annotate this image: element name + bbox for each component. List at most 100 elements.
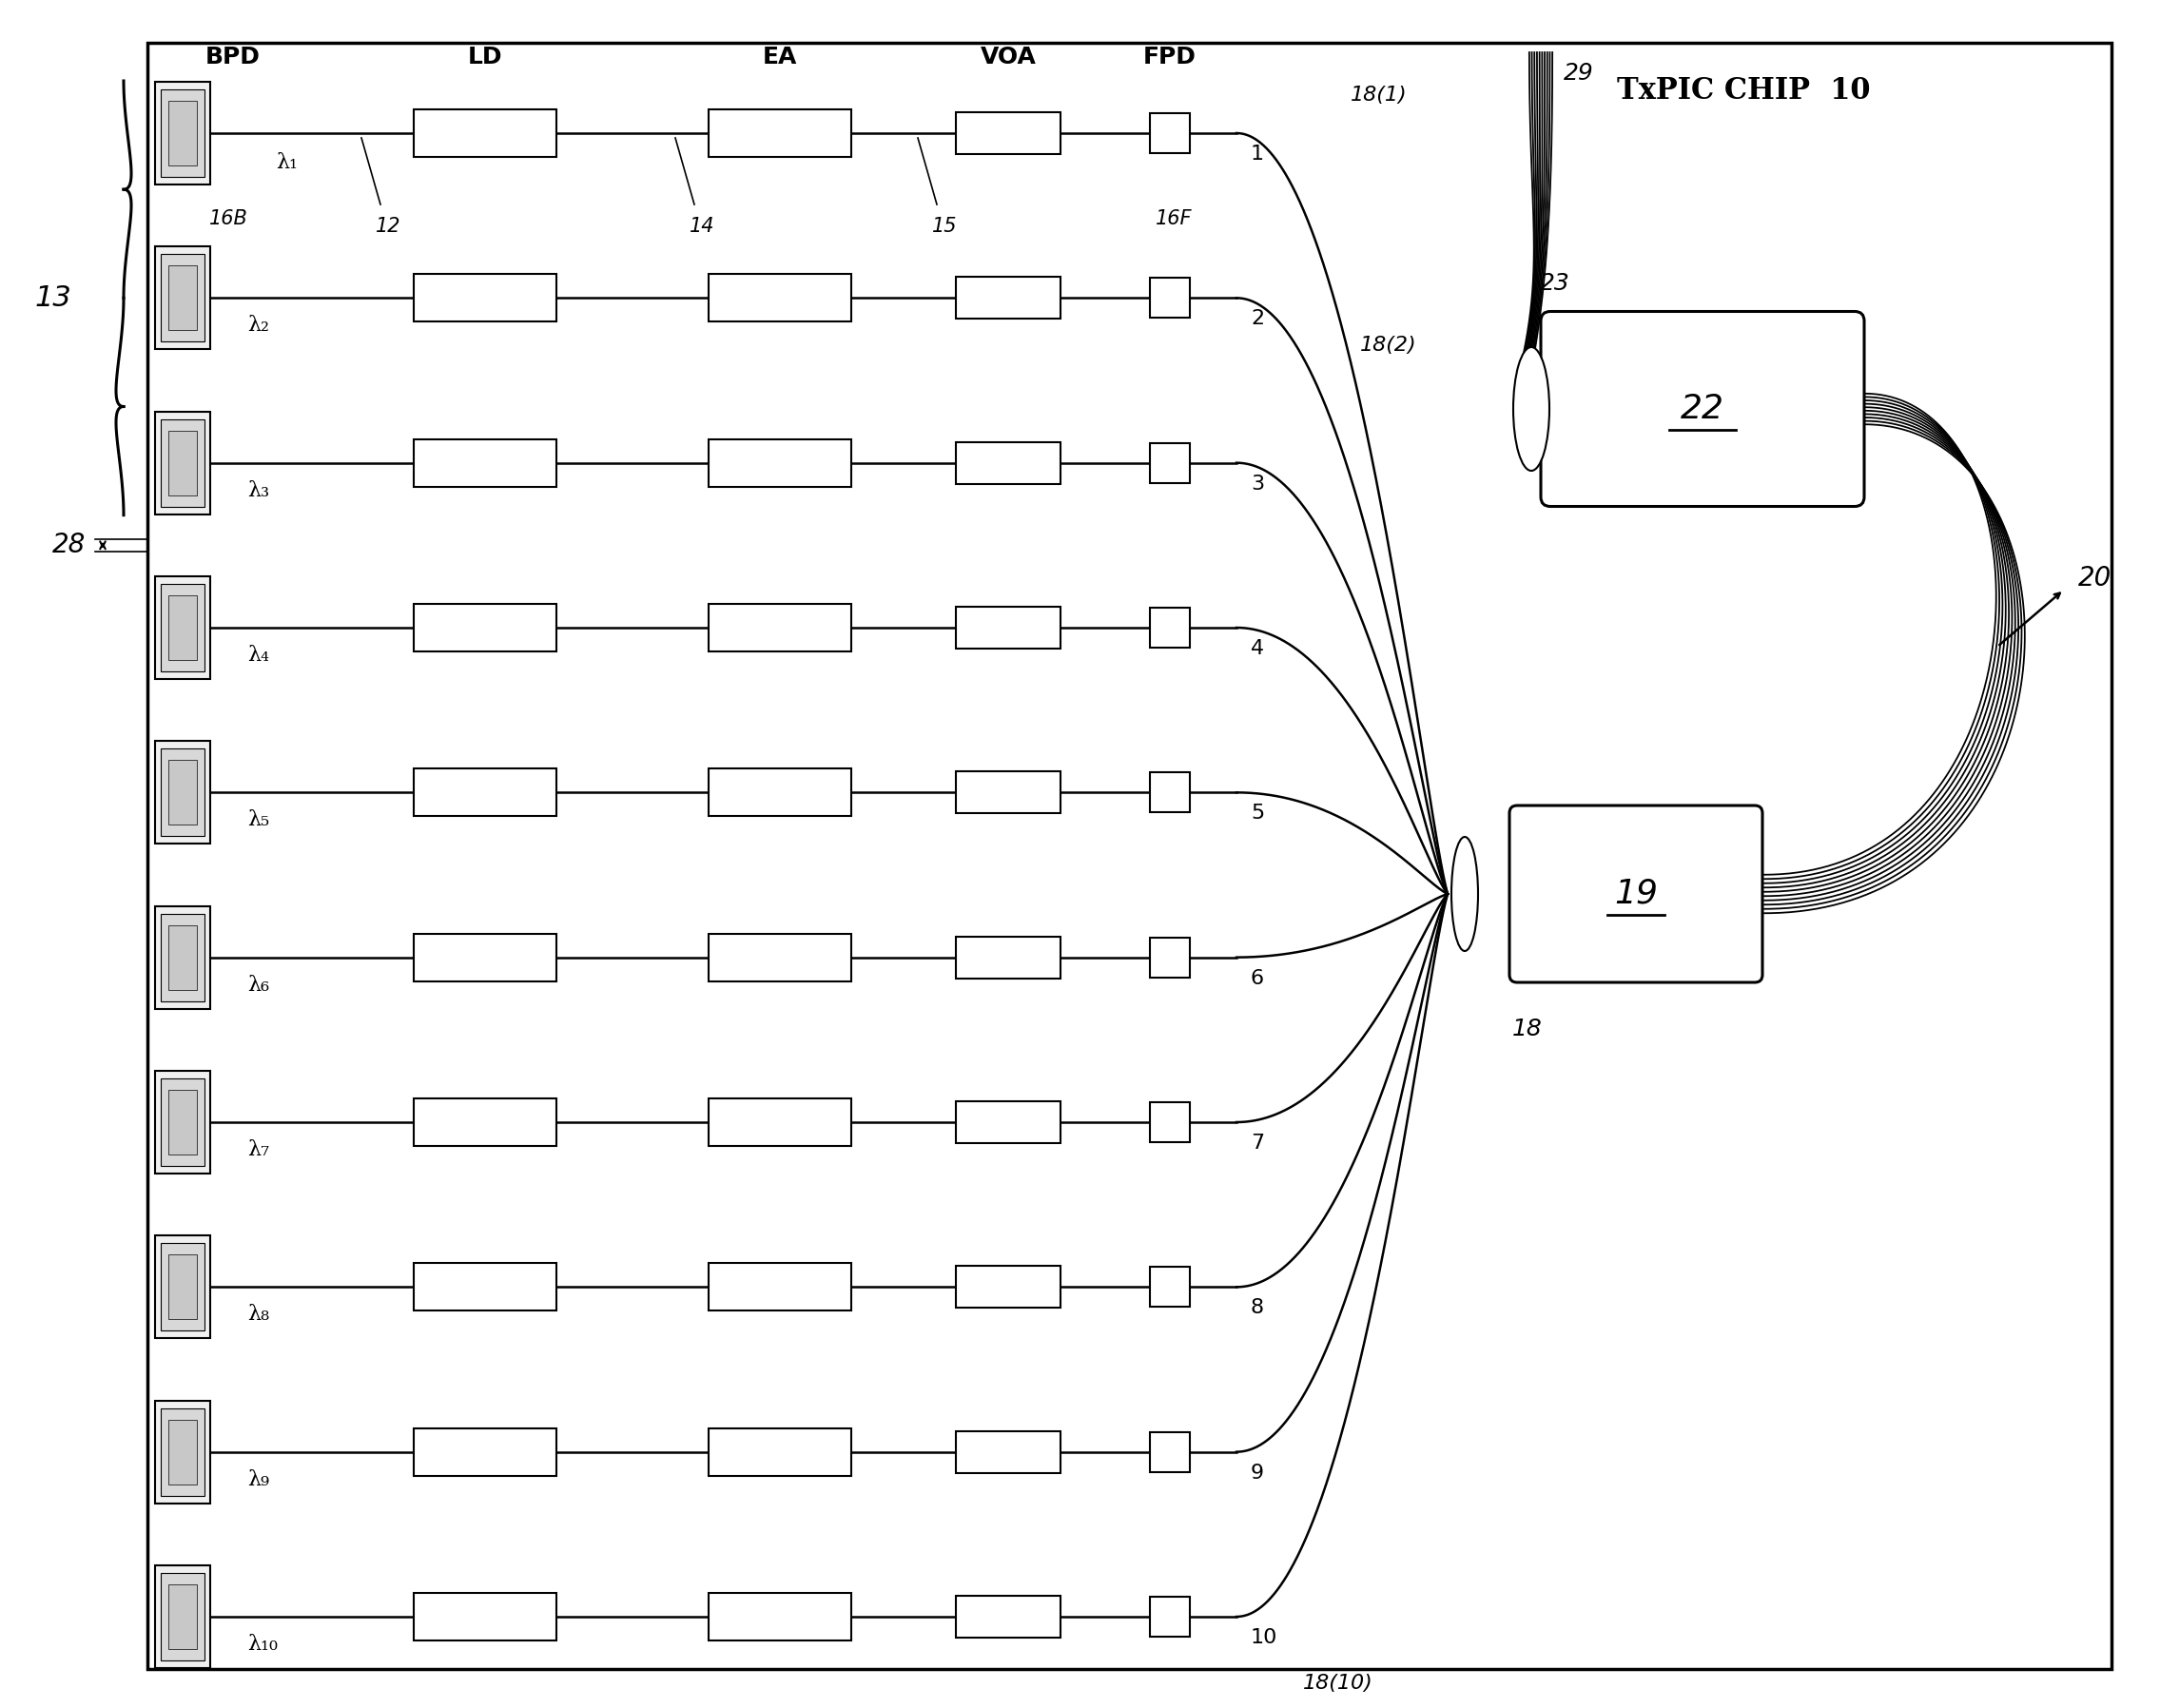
- Text: λ₈: λ₈: [246, 1305, 270, 1325]
- Text: λ₄: λ₄: [246, 646, 270, 666]
- Text: 23: 23: [1540, 272, 1570, 295]
- Text: 7: 7: [1251, 1134, 1264, 1153]
- Bar: [168, 101, 197, 166]
- Bar: [957, 442, 1061, 483]
- Bar: [168, 1419, 197, 1484]
- Bar: [708, 769, 851, 816]
- Text: 5: 5: [1251, 804, 1264, 823]
- Bar: [156, 1565, 210, 1669]
- Bar: [156, 412, 210, 514]
- Bar: [160, 418, 205, 507]
- Text: 22: 22: [1680, 393, 1724, 425]
- Bar: [156, 1071, 210, 1173]
- Bar: [160, 1407, 205, 1496]
- Bar: [1149, 442, 1190, 483]
- Bar: [708, 1098, 851, 1146]
- Bar: [1149, 772, 1190, 813]
- Text: 12: 12: [376, 217, 402, 236]
- Text: 29: 29: [1564, 61, 1594, 85]
- Bar: [160, 1078, 205, 1167]
- Bar: [957, 113, 1061, 154]
- Bar: [160, 914, 205, 1001]
- Text: 3: 3: [1251, 475, 1264, 494]
- Text: 10: 10: [1251, 1628, 1279, 1647]
- Text: 16F: 16F: [1156, 208, 1192, 229]
- Text: TxPIC CHIP  10: TxPIC CHIP 10: [1618, 77, 1871, 106]
- Bar: [168, 1255, 197, 1319]
- Bar: [415, 934, 557, 980]
- Bar: [957, 606, 1061, 649]
- Text: λ₁: λ₁: [276, 152, 298, 173]
- Text: 28: 28: [52, 531, 86, 559]
- Bar: [708, 1594, 851, 1640]
- Text: VOA: VOA: [981, 46, 1037, 68]
- Bar: [415, 1098, 557, 1146]
- Bar: [415, 109, 557, 157]
- Ellipse shape: [1452, 837, 1477, 951]
- Bar: [1149, 938, 1190, 977]
- Text: 2: 2: [1251, 309, 1264, 328]
- Bar: [415, 275, 557, 321]
- Bar: [708, 275, 851, 321]
- Bar: [168, 430, 197, 495]
- Text: 19: 19: [1614, 878, 1659, 910]
- Bar: [156, 576, 210, 680]
- Bar: [156, 1401, 210, 1503]
- Bar: [1149, 1102, 1190, 1143]
- Text: λ₇: λ₇: [246, 1139, 270, 1160]
- Bar: [415, 605, 557, 651]
- Text: λ₆: λ₆: [246, 975, 270, 996]
- Bar: [1149, 113, 1190, 154]
- Text: λ₁₀: λ₁₀: [246, 1635, 279, 1655]
- Bar: [1149, 278, 1190, 318]
- FancyBboxPatch shape: [1540, 311, 1864, 506]
- Text: 18(10): 18(10): [1302, 1674, 1374, 1693]
- Bar: [168, 1090, 197, 1155]
- Text: 9: 9: [1251, 1464, 1264, 1483]
- Bar: [1149, 1267, 1190, 1307]
- Text: 18(1): 18(1): [1350, 85, 1408, 104]
- Bar: [708, 605, 851, 651]
- Text: λ₉: λ₉: [246, 1469, 270, 1489]
- Bar: [156, 1235, 210, 1339]
- Bar: [708, 439, 851, 487]
- Bar: [168, 266, 197, 330]
- Text: 4: 4: [1251, 639, 1264, 658]
- Bar: [415, 769, 557, 816]
- Text: EA: EA: [762, 46, 797, 68]
- Text: λ₂: λ₂: [246, 314, 270, 336]
- Bar: [160, 584, 205, 671]
- Text: FPD: FPD: [1143, 46, 1197, 68]
- Text: 13: 13: [35, 284, 71, 313]
- Bar: [1149, 1431, 1190, 1472]
- Bar: [156, 741, 210, 844]
- Text: 20: 20: [2078, 565, 2112, 591]
- Bar: [957, 1266, 1061, 1308]
- Bar: [160, 89, 205, 178]
- Text: LD: LD: [469, 46, 503, 68]
- Bar: [957, 1595, 1061, 1638]
- Bar: [168, 596, 197, 659]
- Bar: [708, 109, 851, 157]
- Text: 6: 6: [1251, 968, 1264, 987]
- Bar: [708, 1264, 851, 1310]
- Text: BPD: BPD: [205, 46, 261, 68]
- Text: 16B: 16B: [210, 208, 248, 229]
- Bar: [160, 748, 205, 837]
- Bar: [957, 772, 1061, 813]
- Bar: [156, 246, 210, 350]
- Text: λ₃: λ₃: [246, 480, 270, 500]
- Bar: [957, 936, 1061, 979]
- Bar: [415, 1264, 557, 1310]
- Text: 1: 1: [1251, 145, 1264, 164]
- Text: 8: 8: [1251, 1298, 1264, 1317]
- Bar: [168, 1585, 197, 1648]
- Bar: [1149, 608, 1190, 647]
- Text: λ₅: λ₅: [246, 810, 270, 830]
- Bar: [415, 439, 557, 487]
- Bar: [156, 82, 210, 184]
- Ellipse shape: [1514, 347, 1549, 471]
- Bar: [160, 1573, 205, 1660]
- Bar: [160, 1243, 205, 1331]
- Bar: [156, 905, 210, 1009]
